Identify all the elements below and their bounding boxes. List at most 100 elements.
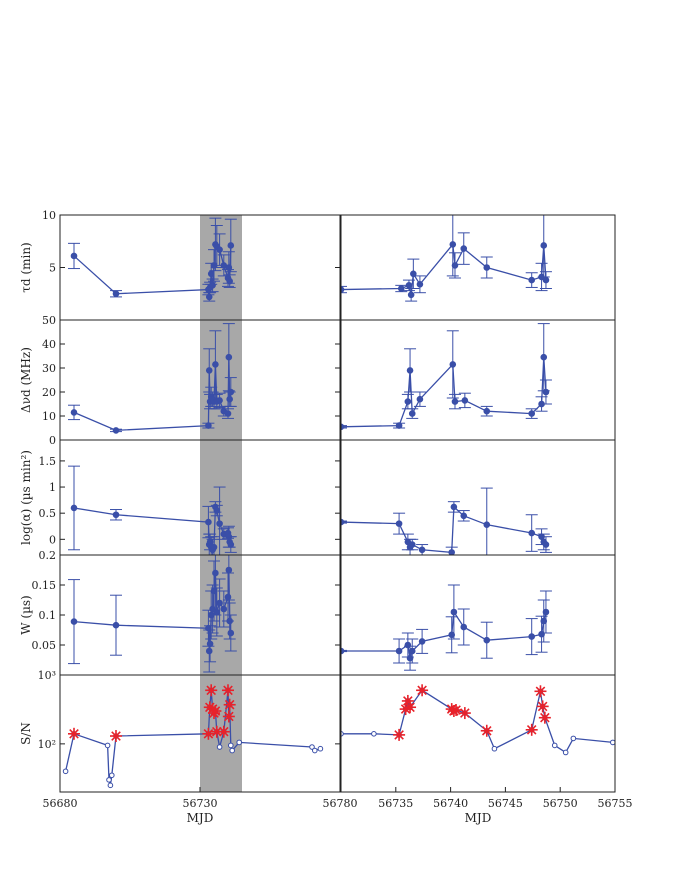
error-bar	[341, 285, 347, 294]
data-point	[371, 731, 377, 737]
data-point	[205, 367, 213, 374]
error-bar	[341, 649, 347, 653]
data-point	[542, 276, 550, 284]
y-tick-label: 5	[49, 262, 56, 275]
x-tick-label: 56750	[543, 797, 578, 810]
panel-frame	[340, 439, 616, 556]
data-point	[70, 504, 78, 512]
data-point	[418, 638, 426, 645]
data-point	[540, 353, 548, 361]
data-point	[551, 742, 558, 749]
x-axis-label: MJD	[465, 811, 492, 825]
panel-frame	[340, 214, 616, 321]
y-tick-label: 20	[42, 386, 56, 399]
data-point	[226, 395, 233, 403]
data-point	[70, 618, 78, 625]
data-point	[216, 744, 223, 750]
data-point	[460, 623, 468, 631]
data-point	[528, 529, 536, 537]
x-tick-label: 56680	[43, 797, 78, 810]
data-point	[540, 242, 548, 249]
data-point	[405, 282, 413, 289]
data-point	[416, 395, 424, 403]
panel-left-W: 0.05 0.1 0.15 0.2 W (µs)	[19, 549, 341, 676]
star-marker	[210, 725, 223, 738]
data-point	[397, 285, 405, 292]
panel-right-log_alpha	[340, 439, 616, 556]
panel-left-delta_nu_d: 0 10 20 30 40 50 Δνd (MHz)	[19, 314, 341, 447]
y-tick-label: 0	[49, 434, 56, 447]
series-line	[341, 689, 613, 754]
star-marker	[416, 684, 429, 697]
panel-left-S_N: 10² 10³ S/N 56680 56730 56780 MJD	[19, 669, 358, 825]
panel-frame	[340, 554, 616, 676]
star-marker	[222, 684, 234, 697]
data-point	[216, 520, 223, 527]
y-tick-label: 0.5	[39, 507, 57, 520]
data-point	[206, 538, 214, 546]
star-marker	[209, 705, 222, 718]
y-tick-label: 30	[42, 362, 56, 375]
y-tick-label: 10³	[38, 669, 56, 682]
data-point	[408, 410, 416, 417]
panel-right-W	[340, 554, 616, 676]
data-point	[410, 270, 417, 278]
data-point	[408, 541, 416, 548]
data-point	[483, 264, 491, 271]
y-tick-label: 0	[49, 533, 56, 546]
data-point	[449, 361, 457, 368]
data-point	[461, 397, 469, 404]
data-point	[220, 605, 228, 613]
data-point	[227, 242, 235, 249]
series-line	[341, 242, 547, 295]
data-point	[226, 617, 233, 625]
star-marker	[205, 684, 218, 697]
data-point	[228, 742, 234, 749]
data-point	[528, 276, 536, 284]
star-marker	[404, 701, 417, 714]
panel-right-delta_nu_d	[340, 319, 616, 441]
data-point	[418, 546, 426, 554]
star-marker	[217, 725, 230, 738]
data-point	[212, 569, 219, 577]
panel-frame	[340, 674, 616, 793]
x-tick-label: 56740	[433, 797, 468, 810]
y-tick-label: 10²	[38, 738, 56, 751]
data-point	[540, 617, 548, 625]
data-point	[210, 587, 218, 595]
data-point	[309, 744, 315, 750]
data-point	[213, 608, 221, 616]
star-marker	[538, 711, 551, 724]
data-point	[451, 398, 459, 405]
data-point	[70, 252, 78, 260]
data-point	[448, 549, 455, 555]
panel-frame	[340, 319, 616, 441]
data-point	[542, 608, 550, 616]
y-tick-label: 1.5	[39, 455, 57, 468]
error-bar	[341, 425, 347, 429]
data-point	[227, 541, 235, 548]
series-line	[64, 690, 321, 786]
data-point	[213, 507, 221, 514]
star-marker	[223, 698, 236, 711]
x-tick-label: 56780	[323, 797, 358, 810]
panel-left-tau_d: 5 10 τd (min)	[19, 209, 341, 321]
data-point	[460, 245, 468, 252]
data-point	[205, 647, 213, 655]
y-axis-label: S/N	[19, 722, 33, 745]
data-point	[212, 361, 219, 368]
data-point	[407, 291, 415, 299]
data-point	[206, 640, 214, 648]
data-point	[104, 742, 111, 749]
data-point	[528, 633, 536, 640]
x-tick-label: 56730	[183, 797, 218, 810]
y-axis-label: τd (min)	[19, 242, 33, 292]
y-tick-label: 10	[42, 410, 56, 423]
data-point	[207, 270, 215, 278]
data-point	[229, 747, 235, 754]
data-point	[528, 410, 536, 417]
panel-right-tau_d	[340, 214, 616, 321]
data-point	[227, 629, 235, 637]
data-point	[317, 745, 324, 752]
data-point	[236, 739, 242, 746]
